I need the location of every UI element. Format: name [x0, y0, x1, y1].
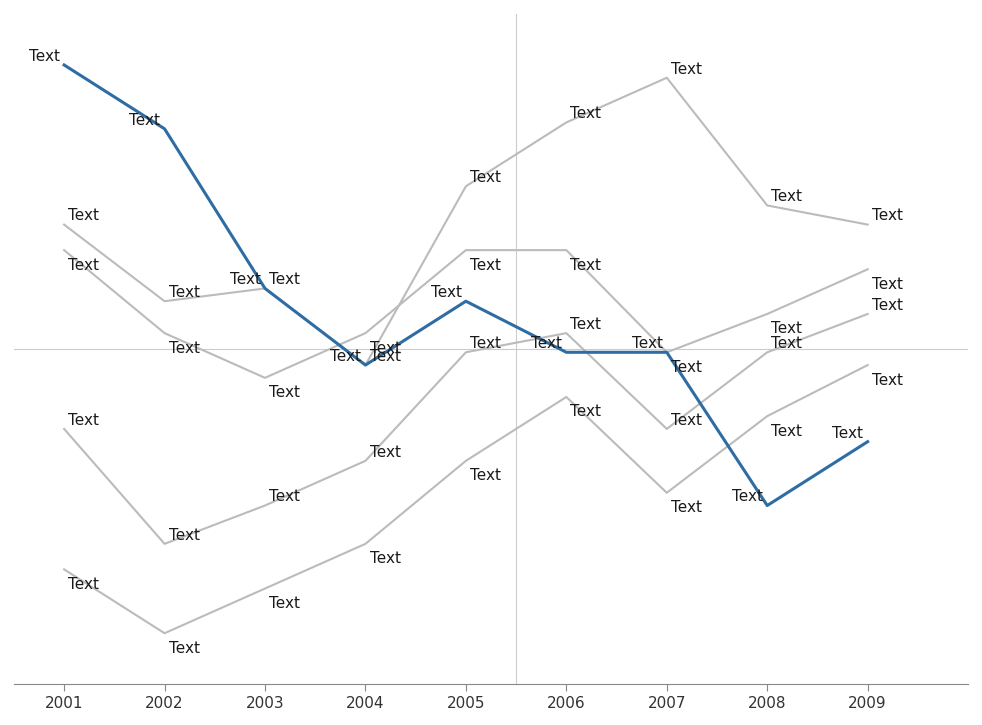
Text: Text: Text	[169, 341, 199, 355]
Text: Text: Text	[470, 170, 501, 185]
Text: Text: Text	[470, 336, 501, 351]
Text: Text: Text	[571, 107, 602, 121]
Text: Text: Text	[872, 373, 902, 387]
Text: Text: Text	[28, 49, 60, 64]
Text: Text: Text	[732, 489, 763, 505]
Text: Text: Text	[130, 112, 160, 128]
Text: Text: Text	[69, 208, 99, 223]
Text: Text: Text	[169, 641, 199, 655]
Text: Text: Text	[531, 336, 562, 351]
Text: Text: Text	[269, 273, 300, 287]
Text: Text: Text	[872, 298, 902, 312]
Text: Text: Text	[631, 336, 663, 351]
Text: Text: Text	[431, 285, 462, 300]
Text: Text: Text	[872, 208, 902, 223]
Text: Text: Text	[671, 413, 702, 428]
Text: Text: Text	[872, 277, 902, 291]
Text: Text: Text	[369, 341, 401, 355]
Text: Text: Text	[69, 257, 99, 273]
Text: Text: Text	[69, 577, 99, 592]
Text: Text: Text	[772, 423, 802, 439]
Text: Text: Text	[671, 62, 702, 77]
Text: Text: Text	[269, 596, 300, 611]
Text: Text: Text	[369, 444, 401, 460]
Text: Text: Text	[571, 257, 602, 273]
Text: Text: Text	[671, 500, 702, 515]
Text: Text: Text	[470, 468, 501, 484]
Text: Text: Text	[671, 360, 702, 375]
Text: Text: Text	[169, 528, 199, 543]
Text: Text: Text	[571, 405, 602, 420]
Text: Text: Text	[230, 273, 261, 287]
Text: Text: Text	[69, 413, 99, 428]
Text: Text: Text	[269, 489, 300, 505]
Text: Text: Text	[571, 317, 602, 332]
Text: Text: Text	[369, 551, 401, 566]
Text: Text: Text	[833, 426, 863, 441]
Text: Text: Text	[772, 189, 802, 204]
Text: Text: Text	[369, 349, 401, 364]
Text: Text: Text	[269, 385, 300, 400]
Text: Text: Text	[772, 336, 802, 351]
Text: Text: Text	[330, 349, 361, 364]
Text: Text: Text	[169, 285, 199, 300]
Text: Text: Text	[470, 257, 501, 273]
Text: Text: Text	[772, 321, 802, 336]
